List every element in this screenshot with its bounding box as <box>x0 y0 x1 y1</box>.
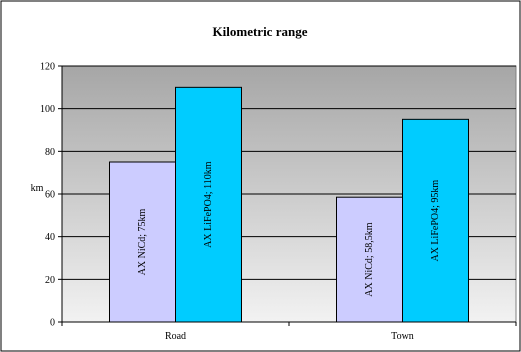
bar-0-1 <box>175 86 242 323</box>
bar-data-label-1-1: AX LiFePO4; 95km <box>430 180 441 262</box>
bar-data-label-0-0: AX NiCd; 75km <box>137 208 148 275</box>
bar-data-label-1-0: AX NiCd; 58,5km <box>364 222 375 296</box>
y-tick-label-3: 60 <box>45 190 55 201</box>
bars: AX NiCd; 75km AX LiFePO4; 110km AX NiCd; 5… <box>109 86 469 323</box>
bar-1-0 <box>336 196 403 323</box>
y-tick-label-0: 0 <box>50 318 55 329</box>
y-axis-label: km <box>31 183 44 194</box>
bar-1-1 <box>402 118 469 323</box>
chart-title: Kilometric range <box>213 24 308 39</box>
y-tick-label-5: 100 <box>40 104 55 115</box>
x-tick-label-1: Town <box>391 331 414 342</box>
axes: 0 20 40 60 80 100 120 Road Town <box>40 62 517 342</box>
bar-data-label-0-1: AX LiFePO4; 110km <box>203 161 214 248</box>
y-tick-label-1: 20 <box>45 275 55 286</box>
y-tick-label-6: 120 <box>40 62 55 73</box>
x-tick-label-0: Road <box>165 331 186 342</box>
y-tick-label-2: 40 <box>45 232 55 243</box>
y-tick-label-4: 80 <box>45 147 55 158</box>
